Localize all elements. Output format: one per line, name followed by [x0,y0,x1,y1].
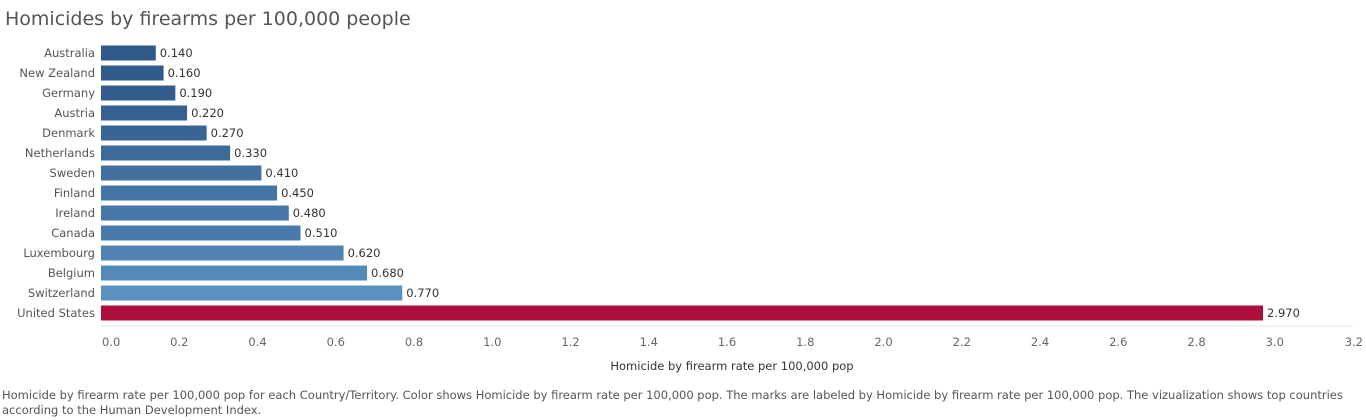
bar-chart: Australia 0.140 New Zealand 0.160 Germany 0.1… [17,45,1363,373]
x-tick-label: 3.2 [1345,335,1363,349]
category-label: Denmark [42,126,95,140]
value-label: 0.190 [179,86,212,100]
chart-title: Homicides by firearms per 100,000 people [5,8,411,30]
x-tick-label: 2.4 [1031,335,1049,349]
chart-caption: Homicide by firearm rate per 100,000 pop… [2,388,1343,417]
value-label: 0.140 [160,46,193,60]
value-label: 0.410 [265,166,298,180]
category-label: Sweden [50,166,95,180]
category-label: Germany [42,86,95,100]
category-label: Belgium [48,266,95,280]
bar [101,305,1264,321]
x-tick-label: 1.2 [561,335,579,349]
value-label: 0.680 [371,266,404,280]
bar [101,285,403,301]
category-label: United States [17,306,95,320]
bar [101,265,368,281]
value-label: 0.450 [281,186,314,200]
x-tick-label: 0.4 [248,335,266,349]
x-tick-label: 0.2 [170,335,188,349]
value-label: 0.220 [191,106,224,120]
value-label: 0.480 [293,206,326,220]
bar [101,65,164,81]
category-label: Finland [54,186,95,200]
value-label: 0.510 [305,226,338,240]
x-tick-label: 2.8 [1187,335,1205,349]
x-tick-label: 1.0 [483,335,501,349]
bar [101,205,289,221]
value-label: 0.770 [406,286,439,300]
value-label: 0.330 [234,146,267,160]
category-label: Canada [51,226,95,240]
value-label: 0.160 [168,66,201,80]
x-tick-label: 2.6 [1109,335,1127,349]
value-label: 0.620 [348,246,381,260]
x-tick-label: 1.6 [718,335,736,349]
bar [101,125,207,141]
x-tick-label: 0.6 [327,335,345,349]
category-label: Luxembourg [23,246,95,260]
value-label: 2.970 [1267,306,1300,320]
x-tick-label: 3.0 [1266,335,1284,349]
category-label: Australia [44,46,95,60]
x-axis-title: Homicide by firearm rate per 100,000 pop [610,359,853,373]
bar [101,85,176,101]
x-tick-label: 1.8 [796,335,814,349]
bar [101,45,156,61]
x-tick-label: 0.8 [405,335,423,349]
category-label: Netherlands [25,146,95,160]
x-tick-label: 0.0 [102,335,120,349]
x-tick-label: 2.2 [953,335,971,349]
bar [101,145,231,161]
category-label: Switzerland [28,286,95,300]
bar [101,165,262,181]
bar [101,225,301,241]
category-label: Austria [54,106,95,120]
bar [101,105,188,121]
x-tick-label: 1.4 [640,335,658,349]
x-tick-label: 2.0 [874,335,892,349]
category-label: Ireland [55,206,95,220]
category-label: New Zealand [19,66,95,80]
bar [101,185,278,201]
value-label: 0.270 [211,126,244,140]
bar [101,245,344,261]
